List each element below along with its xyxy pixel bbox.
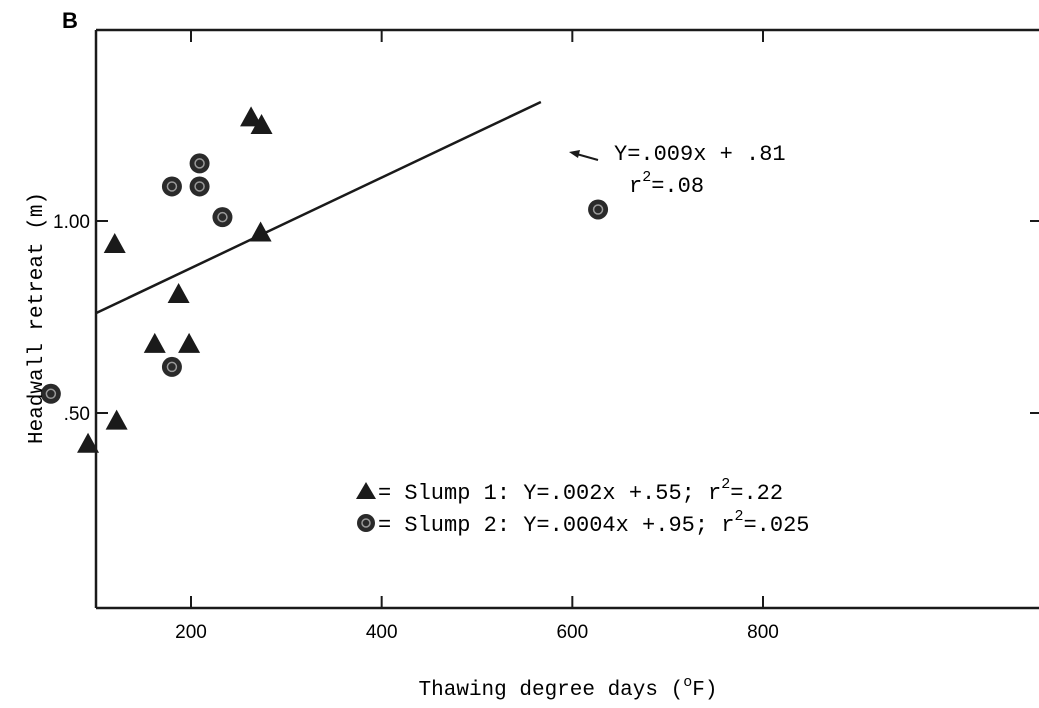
legend-slump-1-r2: =.22 bbox=[730, 481, 783, 506]
legend-circle-icon bbox=[357, 514, 375, 532]
fit-arrow-head bbox=[569, 150, 580, 158]
axes: 200 400 600 800 .50 1.00 bbox=[53, 28, 1039, 643]
slump-2-point bbox=[212, 207, 233, 228]
slump-1-point bbox=[103, 233, 126, 254]
slump-1-point bbox=[77, 432, 100, 453]
slump-2-point bbox=[189, 153, 210, 174]
legend-triangle-icon bbox=[356, 482, 376, 499]
slump-2-point bbox=[588, 199, 609, 220]
legend-slump-1-text: = Slump 1: Y=.002x +.55; r bbox=[378, 481, 721, 506]
slump-1-point bbox=[250, 114, 273, 134]
regression-line bbox=[95, 100, 542, 315]
y-axis-title: Headwall retreat (m) bbox=[26, 192, 49, 444]
slump-2-point bbox=[189, 176, 210, 197]
slump-2-point-ring bbox=[194, 158, 205, 169]
panel-label: B bbox=[62, 8, 78, 33]
x-tick-label: 200 bbox=[175, 622, 207, 643]
slump-2-point-ring bbox=[217, 211, 228, 223]
slump-1-point bbox=[240, 106, 263, 127]
y-tick-label: 1.00 bbox=[53, 212, 90, 233]
fit-r2-value: =.08 bbox=[651, 174, 704, 199]
slump-1-point bbox=[178, 332, 201, 353]
legend-slump-1: = Slump 1: Y=.002x +.55; r2=.22 bbox=[378, 476, 783, 506]
slump-2-point-ring bbox=[166, 361, 178, 373]
slump-2-point bbox=[161, 176, 182, 197]
x-axis-title-sup: o bbox=[683, 674, 692, 691]
x-axis-title: Thawing degree days (oF) bbox=[419, 674, 718, 702]
y-tick-label: .50 bbox=[64, 404, 90, 425]
x-axis-title-main: Thawing degree days ( bbox=[419, 679, 684, 702]
data-points bbox=[40, 106, 609, 453]
fit-r2: r2=.08 bbox=[629, 169, 704, 199]
legend-slump-2: = Slump 2: Y=.0004x +.95; r2=.025 bbox=[378, 508, 810, 538]
x-tick-label: 400 bbox=[366, 622, 398, 643]
slump-2-point bbox=[40, 383, 61, 404]
slump-1-point bbox=[167, 282, 190, 303]
fit-equation: Y=.009x + .81 bbox=[614, 142, 786, 167]
fit-r2-sup: 2 bbox=[642, 169, 651, 186]
legend: = Slump 1: Y=.002x +.55; r2=.22 = Slump … bbox=[356, 476, 810, 538]
slump-2-point-ring bbox=[194, 181, 205, 192]
x-tick-label: 800 bbox=[747, 622, 779, 643]
legend-circle-icon-inner bbox=[361, 518, 371, 528]
legend-slump-2-r2: =.025 bbox=[743, 513, 809, 538]
fit-annotation: Y=.009x + .81 r2=.08 bbox=[569, 142, 786, 199]
slump-2-point-ring bbox=[45, 388, 57, 400]
slump-2-point-ring bbox=[166, 181, 178, 192]
regression-group bbox=[95, 100, 542, 315]
x-tick-label: 600 bbox=[556, 622, 588, 643]
slump-2-point bbox=[161, 356, 182, 377]
slump-1-point bbox=[105, 409, 128, 430]
slump-1-point bbox=[143, 332, 166, 353]
slump-2-point-ring bbox=[592, 204, 604, 215]
fit-r2-prefix: r bbox=[629, 174, 642, 199]
legend-slump-2-sup: 2 bbox=[734, 508, 743, 525]
x-axis-title-unit: F) bbox=[692, 679, 717, 702]
legend-slump-2-text: = Slump 2: Y=.0004x +.95; r bbox=[378, 513, 734, 538]
slump-1-point bbox=[249, 221, 272, 242]
legend-slump-1-sup: 2 bbox=[721, 476, 730, 493]
